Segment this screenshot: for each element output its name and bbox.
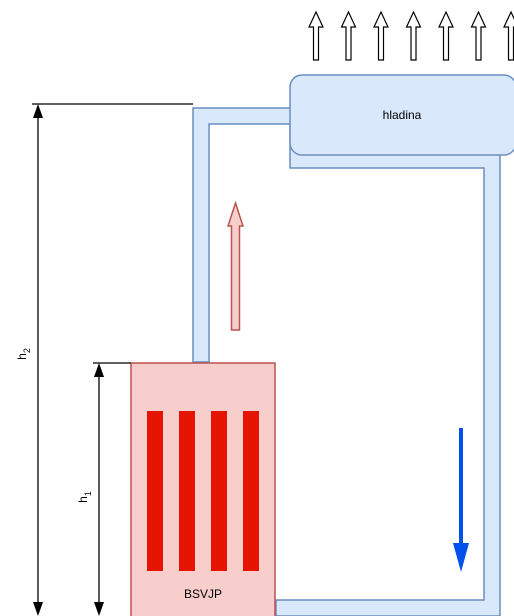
h2-arrow-bottom — [33, 602, 43, 616]
vent-up-arrow-icon — [503, 10, 514, 61]
h1-dimension — [93, 362, 131, 616]
h1-label: h1 — [76, 491, 93, 503]
core-label: BSVJP — [184, 587, 222, 601]
fuel-rod — [243, 411, 259, 571]
reactor-core: BSVJP — [130, 362, 276, 616]
fuel-rod — [179, 411, 195, 571]
cold-downflow-arrow-icon — [453, 428, 469, 572]
surface-tank-box — [289, 74, 514, 156]
vent-up-arrow-icon — [373, 10, 389, 61]
h2-label-main: h — [15, 353, 29, 360]
vent-up-arrow-icon — [340, 10, 357, 61]
h2-dimension — [32, 103, 193, 616]
cold-arrow-head — [453, 543, 469, 572]
surface-tank: hladina — [289, 74, 514, 156]
hot-upflow-arrow-icon — [226, 200, 245, 331]
surface-label: hladina — [383, 108, 422, 122]
cold-arrow-shaft — [459, 428, 463, 544]
vent-up-arrow-icon — [308, 10, 324, 61]
h1-label-main: h — [76, 496, 90, 503]
svg-text:h1: h1 — [76, 491, 93, 503]
h1-arrow-top — [94, 363, 104, 377]
vent-up-arrow-icon — [470, 10, 487, 61]
h1-label-sub: 1 — [83, 491, 93, 496]
svg-text:h2: h2 — [15, 348, 32, 360]
h2-label-sub: 2 — [22, 348, 32, 353]
fuel-rod — [147, 411, 163, 571]
fuel-rod — [211, 411, 227, 571]
vent-up-arrow-icon — [438, 10, 454, 61]
vent-up-arrow-icon — [405, 10, 422, 61]
h1-arrow-bottom — [94, 602, 104, 616]
fuel-rods-group — [147, 411, 259, 571]
h2-label: h2 — [15, 348, 32, 360]
vent-arrows-group — [308, 10, 514, 61]
h2-arrow-top — [33, 104, 43, 118]
